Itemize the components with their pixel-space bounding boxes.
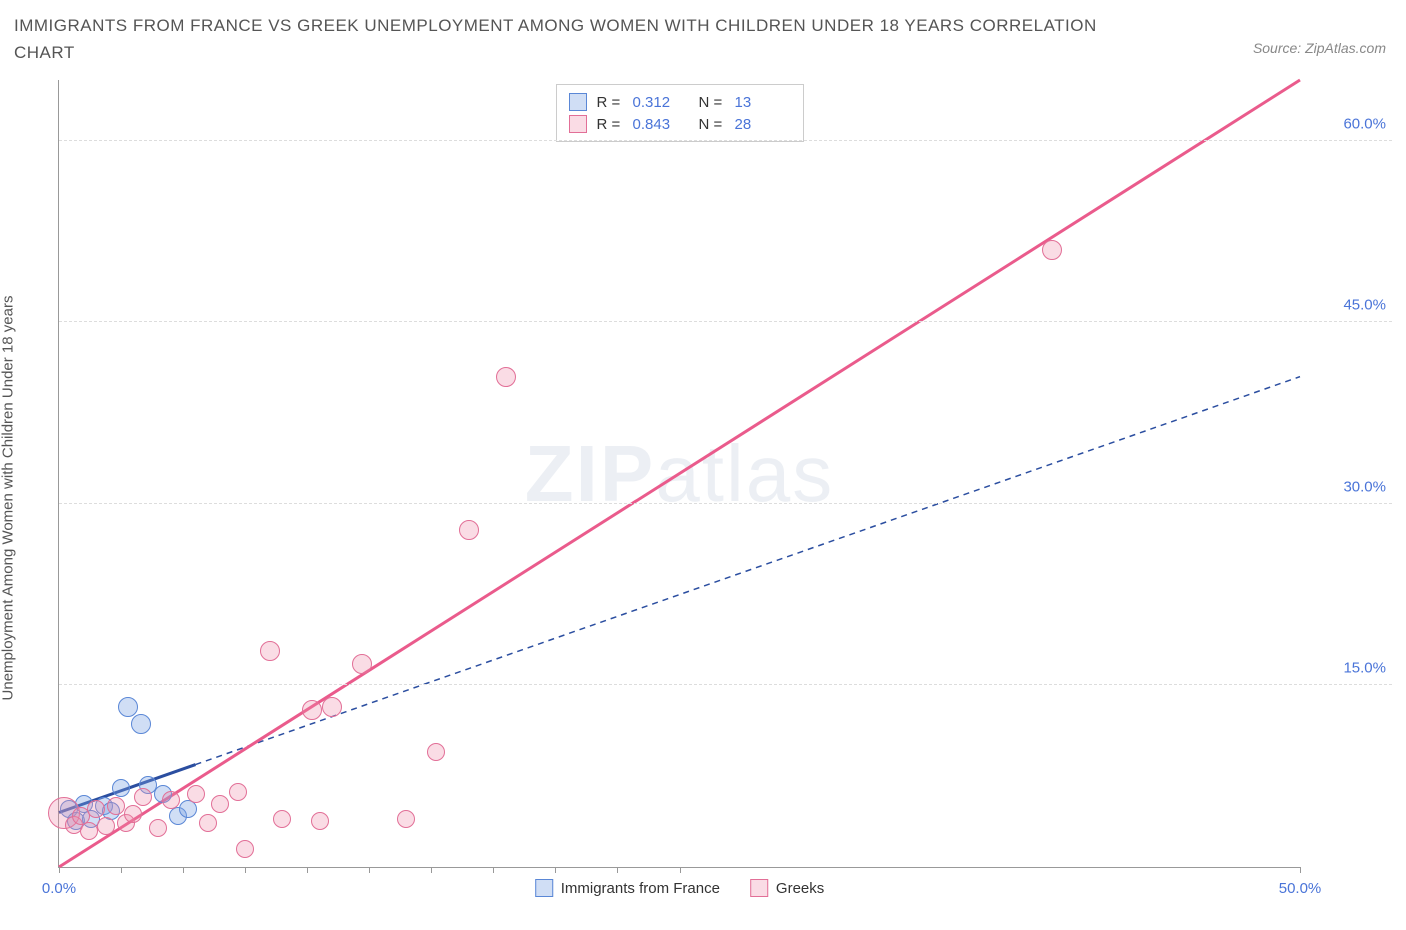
legend-series: Immigrants from France Greeks bbox=[535, 879, 825, 897]
data-point bbox=[149, 819, 167, 837]
data-point bbox=[97, 817, 115, 835]
data-point bbox=[187, 785, 205, 803]
data-point bbox=[80, 822, 98, 840]
grid-line bbox=[59, 140, 1392, 141]
grid-line bbox=[59, 503, 1392, 504]
data-point bbox=[260, 641, 280, 661]
data-point bbox=[211, 795, 229, 813]
data-point bbox=[322, 697, 342, 717]
legend-label: Immigrants from France bbox=[561, 880, 720, 897]
y-tick-label: 30.0% bbox=[1343, 478, 1386, 495]
data-point bbox=[352, 654, 372, 674]
legend-r-value: 0.843 bbox=[633, 116, 689, 133]
data-point bbox=[162, 791, 180, 809]
data-point bbox=[302, 700, 322, 720]
trend-line-dashed bbox=[196, 377, 1300, 765]
legend-label: Greeks bbox=[776, 880, 824, 897]
trend-lines bbox=[59, 80, 1300, 867]
data-point bbox=[124, 805, 142, 823]
legend-stats: R = 0.312 N = 13 R = 0.843 N = 28 bbox=[556, 84, 804, 142]
x-tick bbox=[183, 867, 184, 873]
data-point bbox=[1042, 240, 1062, 260]
y-tick-label: 15.0% bbox=[1343, 660, 1386, 677]
legend-n-label: N = bbox=[699, 94, 725, 111]
data-point bbox=[236, 840, 254, 858]
x-tick bbox=[59, 867, 60, 873]
legend-stats-row: R = 0.312 N = 13 bbox=[569, 91, 791, 113]
legend-r-label: R = bbox=[597, 94, 623, 111]
trend-line bbox=[59, 80, 1300, 867]
legend-n-label: N = bbox=[699, 116, 725, 133]
data-point bbox=[459, 520, 479, 540]
data-point bbox=[134, 788, 152, 806]
x-tick bbox=[680, 867, 681, 873]
data-point bbox=[199, 814, 217, 832]
legend-swatch bbox=[750, 879, 768, 897]
data-point bbox=[107, 797, 125, 815]
x-tick bbox=[1300, 867, 1301, 873]
grid-line bbox=[59, 321, 1392, 322]
x-tick-label: 0.0% bbox=[42, 880, 76, 897]
source-label: Source: ZipAtlas.com bbox=[1253, 40, 1386, 56]
legend-swatch bbox=[569, 115, 587, 133]
data-point bbox=[397, 810, 415, 828]
y-tick-label: 45.0% bbox=[1343, 297, 1386, 314]
data-point bbox=[273, 810, 291, 828]
y-tick-label: 60.0% bbox=[1343, 115, 1386, 132]
data-point bbox=[311, 812, 329, 830]
x-minor-tick bbox=[431, 867, 432, 873]
legend-item: Greeks bbox=[750, 879, 824, 897]
chart-container: Unemployment Among Women with Children U… bbox=[14, 80, 1392, 916]
plot-area: ZIPatlas R =0.312N =13R =0.843N =28 Immi… bbox=[58, 80, 1300, 868]
legend-item: Immigrants from France bbox=[535, 879, 720, 897]
data-point bbox=[427, 743, 445, 761]
x-minor-tick bbox=[369, 867, 370, 873]
legend-swatch bbox=[535, 879, 553, 897]
legend-n-value: 13 bbox=[735, 94, 791, 111]
x-minor-tick bbox=[121, 867, 122, 873]
data-point bbox=[496, 367, 516, 387]
legend-swatch bbox=[569, 93, 587, 111]
data-point bbox=[112, 779, 130, 797]
legend-r-label: R = bbox=[597, 116, 623, 133]
data-point bbox=[131, 714, 151, 734]
x-minor-tick bbox=[617, 867, 618, 873]
x-minor-tick bbox=[245, 867, 246, 873]
legend-stats-row: R = 0.843 N = 28 bbox=[569, 113, 791, 135]
data-point bbox=[87, 800, 105, 818]
x-minor-tick bbox=[307, 867, 308, 873]
chart-title: IMMIGRANTS FROM FRANCE VS GREEK UNEMPLOY… bbox=[14, 12, 1114, 66]
grid-line bbox=[59, 684, 1392, 685]
legend-r-value: 0.312 bbox=[633, 94, 689, 111]
legend-n-value: 28 bbox=[735, 116, 791, 133]
x-minor-tick bbox=[493, 867, 494, 873]
y-axis-label: Unemployment Among Women with Children U… bbox=[0, 296, 17, 701]
x-minor-tick bbox=[555, 867, 556, 873]
data-point bbox=[229, 783, 247, 801]
x-tick-label: 50.0% bbox=[1279, 880, 1322, 897]
